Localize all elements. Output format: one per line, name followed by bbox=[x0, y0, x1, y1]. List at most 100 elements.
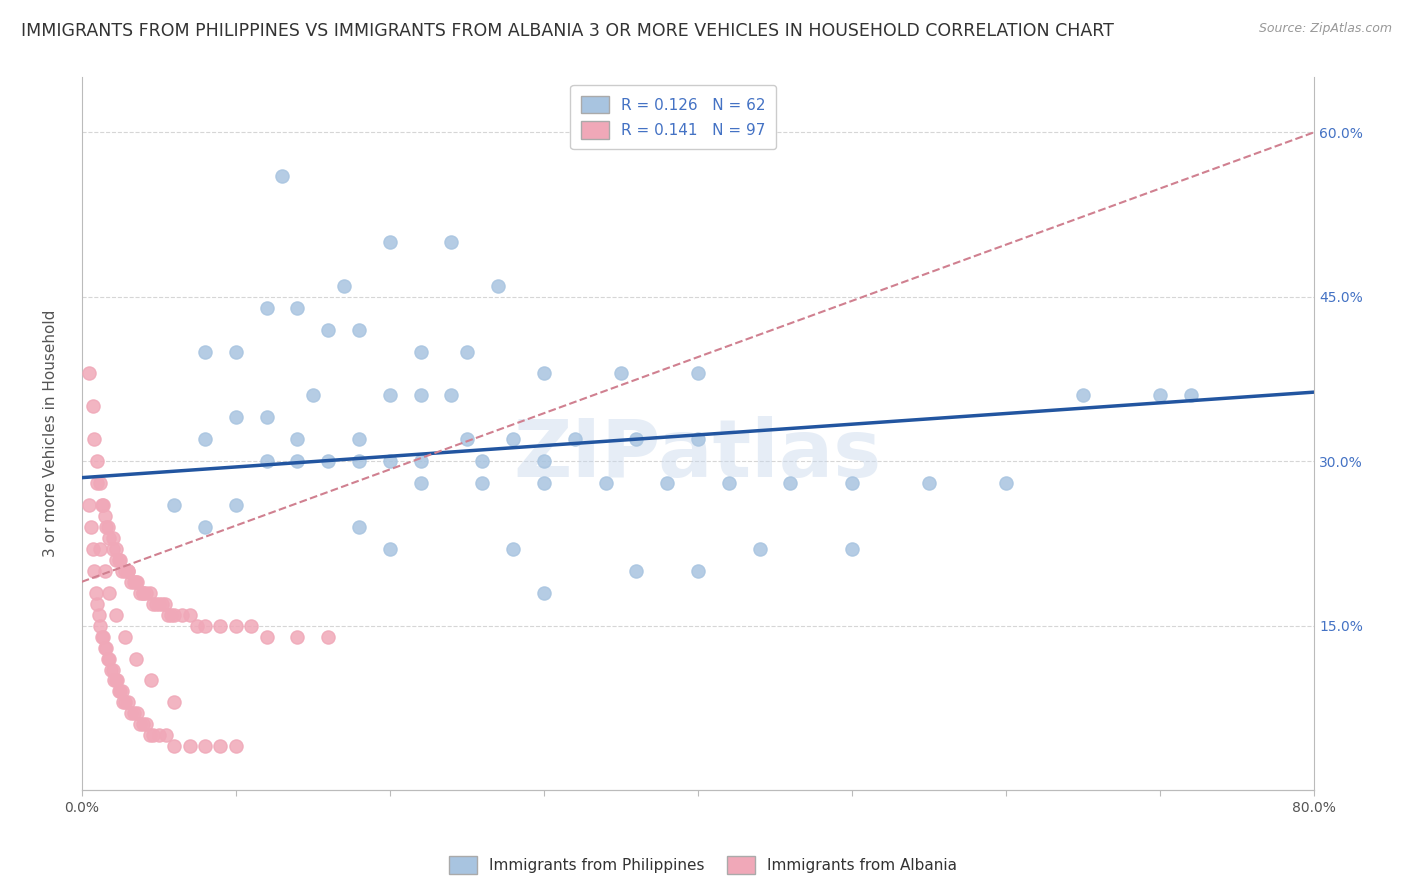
Point bbox=[225, 739, 247, 754]
Point bbox=[170, 607, 193, 622]
Point bbox=[194, 344, 217, 359]
Point bbox=[114, 630, 136, 644]
Point bbox=[240, 618, 263, 632]
Point bbox=[86, 476, 108, 491]
Point bbox=[129, 717, 152, 731]
Point bbox=[456, 432, 478, 446]
Point bbox=[110, 553, 132, 567]
Point bbox=[83, 564, 105, 578]
Point bbox=[163, 739, 186, 754]
Point bbox=[626, 564, 648, 578]
Point bbox=[89, 541, 111, 556]
Point bbox=[686, 367, 709, 381]
Point bbox=[98, 586, 121, 600]
Point bbox=[533, 476, 555, 491]
Point bbox=[1149, 388, 1171, 402]
Point bbox=[96, 640, 118, 655]
Point bbox=[209, 618, 232, 632]
Point bbox=[105, 673, 128, 688]
Point bbox=[841, 476, 863, 491]
Point bbox=[155, 728, 177, 742]
Point bbox=[995, 476, 1018, 491]
Point bbox=[225, 410, 247, 425]
Point bbox=[142, 728, 165, 742]
Point bbox=[194, 739, 217, 754]
Point bbox=[347, 454, 370, 468]
Point bbox=[145, 597, 167, 611]
Point bbox=[129, 586, 152, 600]
Point bbox=[132, 586, 155, 600]
Point bbox=[142, 597, 165, 611]
Point bbox=[256, 630, 278, 644]
Point bbox=[124, 651, 146, 665]
Point bbox=[163, 607, 186, 622]
Point bbox=[225, 344, 247, 359]
Point bbox=[150, 597, 173, 611]
Point bbox=[163, 498, 186, 512]
Point bbox=[111, 684, 134, 698]
Point bbox=[748, 541, 770, 556]
Point bbox=[301, 388, 323, 402]
Point bbox=[90, 498, 112, 512]
Point bbox=[132, 717, 155, 731]
Point bbox=[84, 586, 107, 600]
Point bbox=[316, 323, 339, 337]
Point bbox=[112, 695, 135, 709]
Point bbox=[256, 454, 278, 468]
Point bbox=[111, 564, 134, 578]
Point bbox=[124, 574, 146, 589]
Point bbox=[107, 684, 129, 698]
Point bbox=[114, 564, 136, 578]
Point bbox=[686, 564, 709, 578]
Legend: R = 0.126   N = 62, R = 0.141   N = 97: R = 0.126 N = 62, R = 0.141 N = 97 bbox=[571, 85, 776, 149]
Point bbox=[104, 673, 127, 688]
Point bbox=[82, 400, 104, 414]
Point bbox=[104, 553, 127, 567]
Point bbox=[117, 564, 139, 578]
Point bbox=[841, 541, 863, 556]
Point bbox=[120, 706, 142, 721]
Point bbox=[378, 235, 401, 249]
Point bbox=[135, 717, 157, 731]
Point bbox=[107, 553, 129, 567]
Point bbox=[256, 301, 278, 315]
Point bbox=[486, 278, 509, 293]
Point bbox=[194, 520, 217, 534]
Point bbox=[163, 695, 186, 709]
Point bbox=[100, 663, 122, 677]
Point bbox=[332, 278, 354, 293]
Point bbox=[98, 651, 121, 665]
Point bbox=[287, 454, 309, 468]
Point bbox=[287, 432, 309, 446]
Point bbox=[135, 586, 157, 600]
Point bbox=[440, 388, 463, 402]
Point bbox=[347, 323, 370, 337]
Point bbox=[153, 597, 176, 611]
Point bbox=[1071, 388, 1094, 402]
Point bbox=[209, 739, 232, 754]
Point bbox=[533, 454, 555, 468]
Point bbox=[101, 541, 124, 556]
Point bbox=[138, 586, 160, 600]
Point bbox=[564, 432, 586, 446]
Point bbox=[595, 476, 617, 491]
Point bbox=[127, 574, 149, 589]
Point bbox=[287, 630, 309, 644]
Point bbox=[80, 520, 103, 534]
Point bbox=[626, 432, 648, 446]
Point bbox=[655, 476, 678, 491]
Point bbox=[139, 673, 162, 688]
Point bbox=[138, 728, 160, 742]
Point bbox=[378, 541, 401, 556]
Point bbox=[83, 432, 105, 446]
Point bbox=[104, 607, 127, 622]
Point bbox=[103, 673, 125, 688]
Text: IMMIGRANTS FROM PHILIPPINES VS IMMIGRANTS FROM ALBANIA 3 OR MORE VEHICLES IN HOU: IMMIGRANTS FROM PHILIPPINES VS IMMIGRANT… bbox=[21, 22, 1114, 40]
Point bbox=[114, 695, 136, 709]
Point bbox=[86, 597, 108, 611]
Point bbox=[316, 454, 339, 468]
Text: Source: ZipAtlas.com: Source: ZipAtlas.com bbox=[1258, 22, 1392, 36]
Point bbox=[409, 344, 432, 359]
Point bbox=[94, 509, 117, 524]
Point bbox=[117, 695, 139, 709]
